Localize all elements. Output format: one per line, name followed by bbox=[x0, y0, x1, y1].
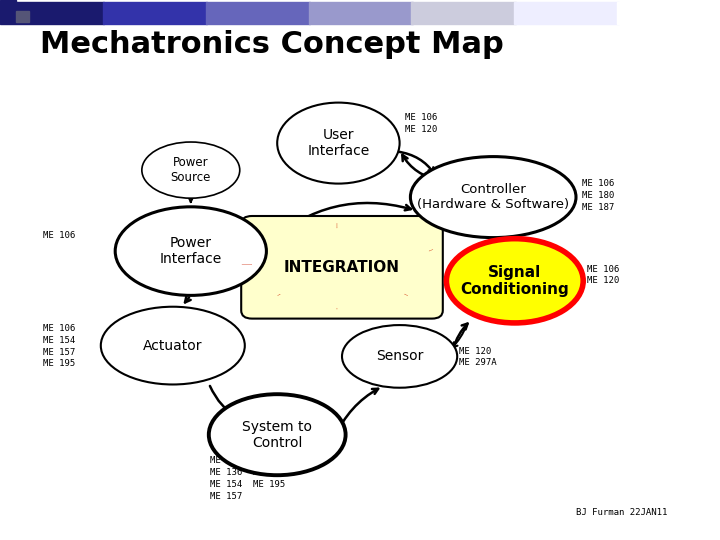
Bar bbox=[411, 2, 516, 24]
Text: ME 120
ME 297A: ME 120 ME 297A bbox=[459, 347, 497, 368]
FancyBboxPatch shape bbox=[241, 216, 443, 319]
Ellipse shape bbox=[342, 325, 457, 388]
Bar bbox=[103, 2, 207, 24]
Text: User
Interface: User Interface bbox=[307, 128, 369, 158]
Text: ME 106
ME 180
ME 187: ME 106 ME 180 ME 187 bbox=[582, 179, 614, 212]
Bar bbox=[0, 0, 16, 22]
Ellipse shape bbox=[446, 239, 583, 323]
FancyArrowPatch shape bbox=[402, 155, 440, 180]
FancyArrowPatch shape bbox=[277, 294, 281, 296]
FancyArrowPatch shape bbox=[189, 197, 193, 202]
Bar bbox=[206, 2, 310, 24]
Ellipse shape bbox=[142, 142, 240, 198]
Text: INTEGRATION: INTEGRATION bbox=[284, 260, 400, 275]
FancyArrowPatch shape bbox=[336, 223, 338, 228]
FancyArrowPatch shape bbox=[429, 249, 433, 251]
Text: ME 106: ME 106 bbox=[43, 231, 76, 240]
Text: Controller
(Hardware & Software): Controller (Hardware & Software) bbox=[417, 183, 570, 211]
Text: Power
Interface: Power Interface bbox=[160, 236, 222, 266]
Text: ME 106
ME 120: ME 106 ME 120 bbox=[405, 113, 438, 134]
FancyArrowPatch shape bbox=[397, 152, 434, 173]
Text: Mechatronics Concept Map: Mechatronics Concept Map bbox=[40, 30, 503, 59]
Ellipse shape bbox=[277, 103, 400, 184]
Text: ME 110  ME 182
ME 136  ME 189
ME 154  ME 195
ME 157: ME 110 ME 182 ME 136 ME 189 ME 154 ME 19… bbox=[210, 456, 286, 501]
Ellipse shape bbox=[209, 394, 346, 475]
Text: ME 106
ME 120: ME 106 ME 120 bbox=[587, 265, 619, 286]
FancyArrowPatch shape bbox=[335, 389, 378, 437]
Bar bbox=[617, 2, 720, 24]
Bar bbox=[514, 2, 618, 24]
FancyArrowPatch shape bbox=[210, 386, 238, 418]
Text: Actuator: Actuator bbox=[143, 339, 202, 353]
FancyArrowPatch shape bbox=[271, 218, 415, 257]
FancyArrowPatch shape bbox=[267, 203, 411, 244]
Bar bbox=[309, 2, 413, 24]
FancyArrowPatch shape bbox=[185, 296, 191, 302]
Text: BJ Furman 22JAN11: BJ Furman 22JAN11 bbox=[576, 508, 667, 517]
Text: ME 106
ME 154
ME 157
ME 195: ME 106 ME 154 ME 157 ME 195 bbox=[43, 324, 76, 368]
FancyArrowPatch shape bbox=[242, 264, 252, 265]
FancyArrowPatch shape bbox=[336, 308, 338, 309]
FancyArrowPatch shape bbox=[453, 323, 467, 349]
Ellipse shape bbox=[410, 157, 576, 238]
Text: System to
Control: System to Control bbox=[242, 420, 312, 450]
Text: Signal
Conditioning: Signal Conditioning bbox=[460, 265, 570, 297]
Ellipse shape bbox=[101, 307, 245, 384]
FancyArrowPatch shape bbox=[452, 325, 467, 347]
FancyArrowPatch shape bbox=[404, 294, 408, 296]
Text: Power
Source: Power Source bbox=[171, 156, 211, 184]
Bar bbox=[16, 11, 29, 22]
Text: Sensor: Sensor bbox=[376, 349, 423, 363]
Bar bbox=[0, 2, 104, 24]
Ellipse shape bbox=[115, 207, 266, 295]
